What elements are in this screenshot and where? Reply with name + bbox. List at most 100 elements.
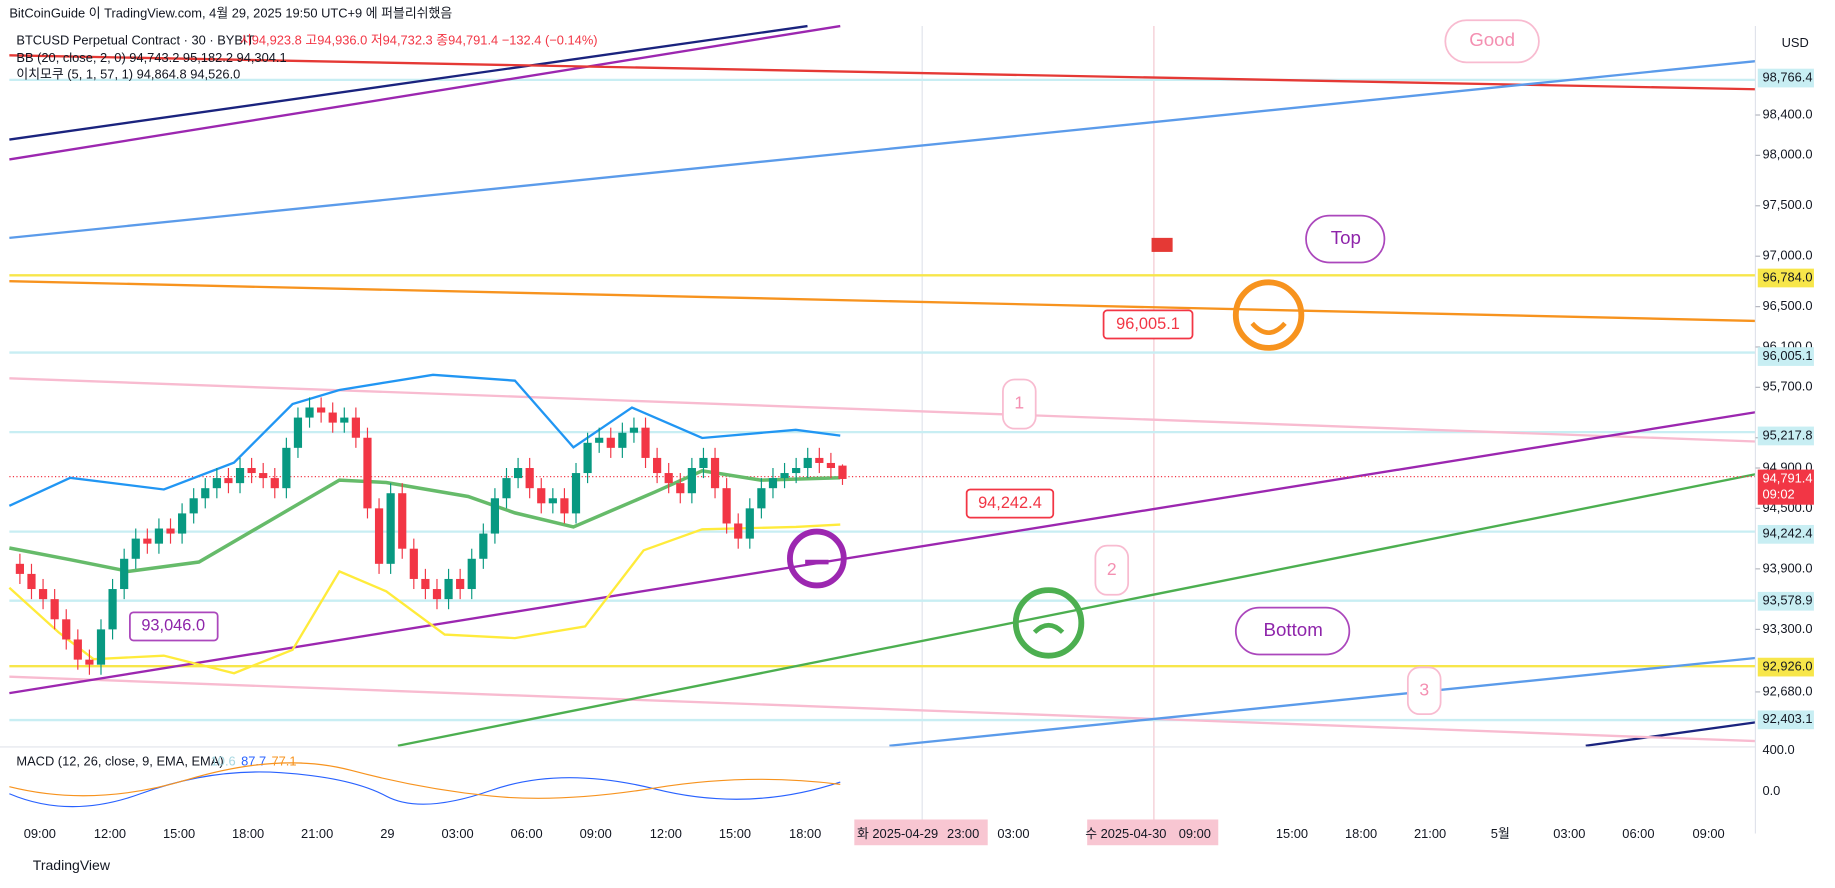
- candle-body: [96, 629, 106, 665]
- countdown: 09:02: [1762, 487, 1794, 502]
- ichimoku-legend: 이치모쿠 (5, 1, 57, 1) 94,864.8 94,526.0: [16, 67, 240, 82]
- candle-body: [247, 468, 256, 474]
- candle-body: [537, 488, 546, 504]
- x-tick-label: 03:00: [441, 826, 473, 841]
- y-tick-label: 98,400.0: [1762, 106, 1812, 121]
- currency: USD: [1782, 35, 1809, 50]
- signal-line: [9, 762, 841, 799]
- macd-value: 10.6: [211, 754, 236, 769]
- x-tick-label: 06:00: [511, 826, 543, 841]
- price-tag-label: 95,217.8: [1762, 427, 1812, 442]
- macd-tick: 0.0: [1762, 783, 1780, 798]
- candle-body: [154, 528, 164, 544]
- candle-body: [409, 548, 418, 579]
- annotation: 3: [1419, 679, 1429, 699]
- grid: [921, 26, 1155, 820]
- x-tick-label: 03:00: [1553, 826, 1585, 841]
- candle-body: [676, 483, 685, 494]
- x-tick-label: 15:00: [163, 826, 195, 841]
- x-tick-label: 21:00: [1414, 826, 1446, 841]
- annotation: 94,242.4: [978, 494, 1042, 512]
- candle-body: [305, 407, 314, 418]
- x-tick-label: 06:00: [1622, 826, 1654, 841]
- candle-body: [734, 523, 743, 539]
- candle-body: [259, 473, 268, 479]
- macd-value: 77.1: [272, 754, 297, 769]
- x-tick-label: 5월: [1491, 826, 1510, 841]
- candle-body: [815, 457, 824, 463]
- candle-body: [340, 417, 349, 423]
- macd-title: MACD (12, 26, close, 9, EMA, EMA): [16, 754, 223, 769]
- candle-body: [826, 462, 835, 469]
- candle-body: [351, 417, 360, 438]
- candle-body: [15, 563, 24, 574]
- bb-legend: BB (20, close, 2, 0) 94,743.2 95,182.2 9…: [16, 50, 286, 65]
- candle-body: [757, 488, 766, 509]
- candle-body: [571, 473, 581, 514]
- candle-body: [432, 589, 442, 600]
- x-tick-label: 15:00: [1276, 826, 1308, 841]
- candle-body: [490, 498, 500, 534]
- candle-body: [548, 498, 557, 504]
- candle-body: [50, 599, 59, 620]
- candle-body: [120, 558, 129, 590]
- candle-body: [583, 442, 592, 474]
- x-tick-label: 21:00: [301, 826, 333, 841]
- price-tag-label: 94,242.4: [1762, 526, 1812, 541]
- x-tick-label: 18:00: [789, 826, 821, 841]
- price-tag: [1757, 426, 1814, 446]
- candle-body: [838, 465, 847, 479]
- candle-body: [398, 493, 407, 549]
- candle-body: [386, 493, 395, 564]
- price-tag: [1757, 524, 1814, 544]
- x-tick-label: 18:00: [232, 826, 264, 841]
- candle-body: [177, 513, 187, 534]
- y-tick-label: 92,680.0: [1762, 683, 1812, 698]
- ohlc: 시94,923.8 고94,936.0 저94,732.3 종94,791.4 …: [240, 33, 598, 48]
- candle-body: [73, 639, 82, 660]
- candle-body: [653, 457, 662, 474]
- price-tag: [1757, 591, 1814, 611]
- candle-body: [38, 589, 48, 600]
- candle-body: [699, 457, 708, 469]
- candle-body: [189, 498, 198, 514]
- price-tag-label: 93,578.9: [1762, 593, 1812, 608]
- annotation: 96,005.1: [1116, 315, 1180, 333]
- x-tick-label: 29: [380, 826, 394, 841]
- candle-body: [212, 478, 221, 489]
- annotation: Bottom: [1264, 619, 1323, 640]
- price-tag: [1757, 710, 1814, 730]
- y-tick-label: 97,000.0: [1762, 248, 1812, 263]
- footer: TradingView: [33, 857, 111, 873]
- candle-body: [456, 578, 465, 590]
- x-tick-label: 09:00: [1179, 826, 1211, 841]
- price-tag-label: 98,766.4: [1762, 69, 1812, 84]
- candle-body: [444, 578, 453, 600]
- candle-body: [560, 498, 569, 514]
- candle-body: [595, 437, 604, 443]
- candle-body: [525, 468, 534, 489]
- x-tick-label: 23:00: [947, 826, 979, 841]
- x-tick-label: 화 2025-04-29: [857, 826, 938, 841]
- annotation: 93,046.0: [141, 617, 205, 635]
- time-highlight: [1087, 819, 1219, 846]
- y-tick-label: 93,900.0: [1762, 560, 1812, 575]
- candle-body: [293, 417, 303, 448]
- candle-body: [745, 508, 754, 539]
- annotation: 1: [1014, 393, 1024, 413]
- candle-body: [768, 478, 778, 489]
- candle-body: [803, 457, 812, 469]
- emojis: [787, 237, 1305, 659]
- macd-line: [9, 771, 841, 808]
- candle-body: [143, 538, 152, 544]
- candle-body: [710, 457, 720, 489]
- price-tag-label: 92,403.1: [1762, 711, 1812, 726]
- candle-body: [664, 473, 673, 484]
- candle-body: [270, 478, 279, 489]
- candle-body: [317, 407, 326, 413]
- x-tick-label: 09:00: [1693, 826, 1725, 841]
- candle-body: [201, 488, 210, 499]
- x-tick-label: 09:00: [24, 826, 56, 841]
- price-tag-label: 96,784.0: [1762, 269, 1812, 284]
